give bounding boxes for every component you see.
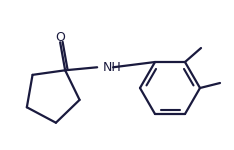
Text: NH: NH <box>103 61 122 74</box>
Text: O: O <box>55 31 65 44</box>
